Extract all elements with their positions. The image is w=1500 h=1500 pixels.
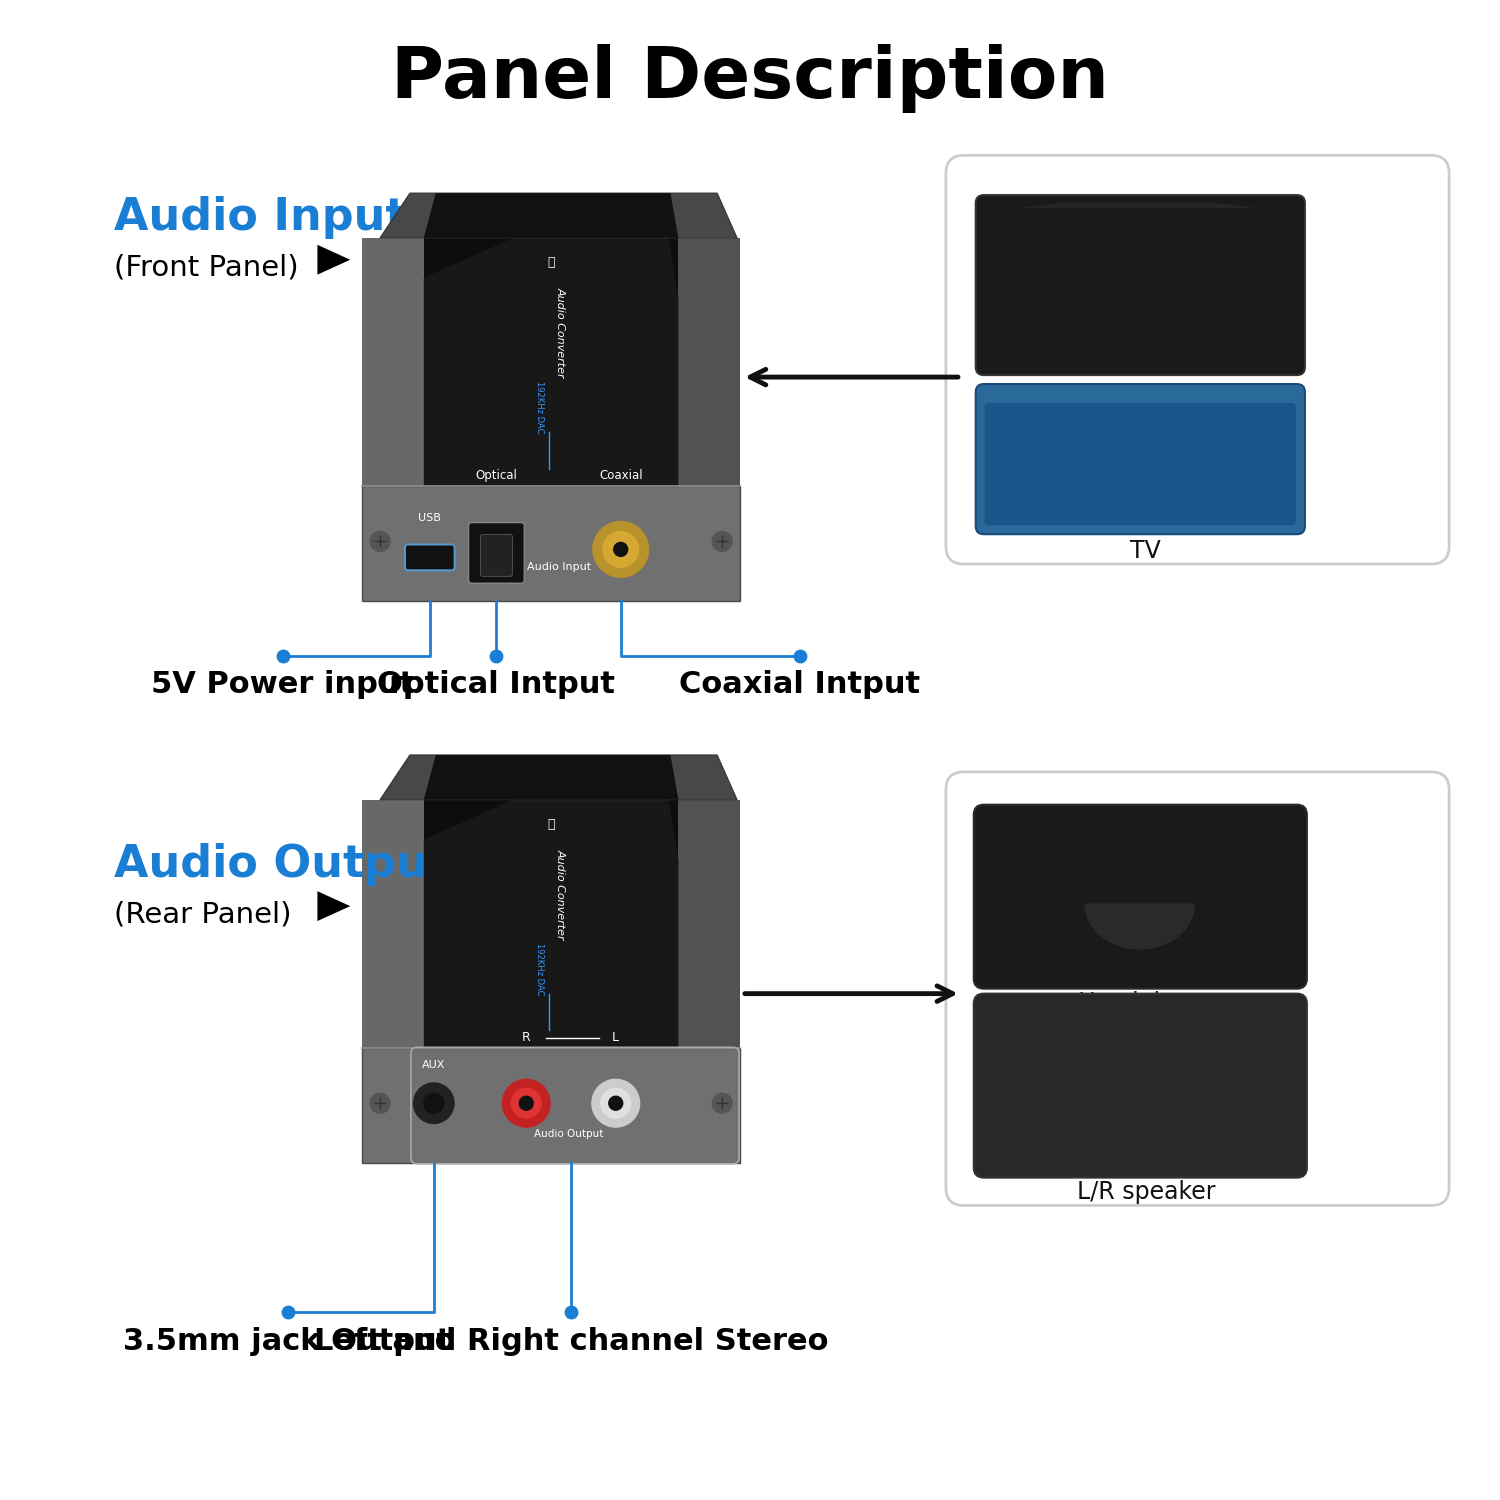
FancyBboxPatch shape: [424, 238, 678, 486]
FancyBboxPatch shape: [946, 156, 1449, 564]
Polygon shape: [318, 244, 350, 274]
Text: Audio Converter: Audio Converter: [556, 286, 566, 378]
Polygon shape: [362, 238, 424, 486]
FancyBboxPatch shape: [468, 522, 525, 584]
FancyBboxPatch shape: [405, 544, 454, 570]
Circle shape: [424, 1094, 444, 1113]
Circle shape: [592, 522, 648, 578]
FancyBboxPatch shape: [984, 404, 1296, 525]
Circle shape: [592, 1080, 639, 1126]
Text: Audio Output: Audio Output: [114, 843, 448, 886]
Text: 192KHz DAC: 192KHz DAC: [534, 942, 543, 994]
FancyBboxPatch shape: [974, 804, 1306, 988]
Text: Optical Intput: Optical Intput: [378, 670, 615, 699]
Text: ⏻: ⏻: [548, 818, 555, 831]
Circle shape: [609, 1096, 622, 1110]
FancyBboxPatch shape: [424, 800, 678, 1048]
Text: Left and Right channel Stereo: Left and Right channel Stereo: [314, 1328, 828, 1356]
Text: L: L: [612, 1032, 620, 1044]
Polygon shape: [380, 754, 736, 800]
Polygon shape: [424, 754, 678, 800]
Circle shape: [602, 1089, 630, 1118]
Text: 5V Power input: 5V Power input: [152, 670, 414, 699]
Text: L/R speaker: L/R speaker: [1077, 1179, 1215, 1203]
Circle shape: [519, 1096, 532, 1110]
Circle shape: [603, 531, 639, 567]
Polygon shape: [1084, 904, 1194, 950]
Circle shape: [512, 1089, 542, 1118]
Text: ⏻: ⏻: [548, 256, 555, 268]
Text: Panel Description: Panel Description: [392, 44, 1108, 112]
Polygon shape: [424, 194, 678, 238]
FancyBboxPatch shape: [975, 384, 1305, 534]
Text: AUX: AUX: [422, 1060, 446, 1071]
FancyBboxPatch shape: [946, 772, 1449, 1206]
Polygon shape: [318, 891, 350, 921]
FancyBboxPatch shape: [975, 195, 1305, 375]
Text: Audio Input: Audio Input: [114, 196, 406, 240]
Circle shape: [370, 531, 390, 552]
FancyBboxPatch shape: [974, 993, 1306, 1178]
Polygon shape: [380, 194, 736, 238]
Circle shape: [503, 1080, 550, 1126]
Text: TV: TV: [1131, 538, 1161, 562]
Circle shape: [712, 1094, 732, 1113]
Circle shape: [370, 1094, 390, 1113]
Text: (Rear Panel): (Rear Panel): [114, 900, 291, 928]
Circle shape: [614, 543, 627, 556]
Polygon shape: [1019, 202, 1257, 208]
Text: Audio Output: Audio Output: [534, 1130, 603, 1138]
Text: 3.5mm jack Output: 3.5mm jack Output: [123, 1328, 451, 1356]
Text: Audio Input: Audio Input: [526, 561, 591, 572]
Text: 192KHz DAC: 192KHz DAC: [534, 381, 543, 433]
FancyBboxPatch shape: [480, 534, 513, 576]
Text: USB: USB: [419, 513, 441, 523]
Text: Optical: Optical: [476, 468, 518, 482]
Text: Audio Converter: Audio Converter: [556, 849, 566, 939]
Polygon shape: [678, 800, 740, 1048]
FancyBboxPatch shape: [362, 486, 740, 602]
Polygon shape: [362, 800, 424, 1048]
Text: PS4: PS4: [1124, 382, 1168, 406]
Text: Coaxial Intput: Coaxial Intput: [680, 670, 921, 699]
Text: (Front Panel): (Front Panel): [114, 254, 298, 282]
FancyBboxPatch shape: [362, 1048, 740, 1162]
Polygon shape: [424, 238, 678, 486]
Circle shape: [712, 531, 732, 552]
Text: Headphone: Headphone: [1078, 990, 1214, 1014]
Circle shape: [414, 1083, 453, 1124]
Text: R: R: [522, 1032, 531, 1044]
Polygon shape: [678, 238, 740, 486]
Text: Coaxial: Coaxial: [598, 468, 642, 482]
Polygon shape: [424, 800, 678, 1048]
